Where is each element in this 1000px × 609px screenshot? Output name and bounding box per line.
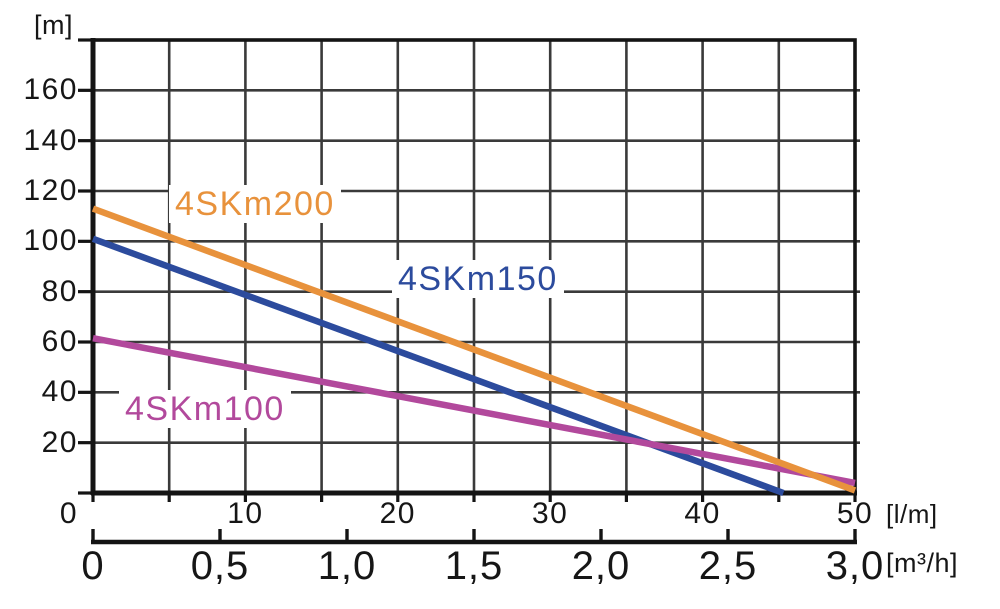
x-tick-label: 40 [684,497,721,530]
x2-tick-label: 2,5 [698,544,758,588]
x-tick-label: 10 [227,497,264,530]
x-axis-secondary-unit-label: [m³/h] [886,548,959,578]
x-tick-label: 30 [532,497,569,530]
x2-tick-label: 1,5 [444,544,504,588]
y-axis-unit-label: [m] [34,10,73,40]
x-tick-label: 20 [379,497,416,530]
y-tick-label: 80 [41,274,78,308]
y-tick-label: 140 [23,123,78,157]
y-tick-label: 20 [41,425,78,459]
x2-tick-label: 0,5 [190,544,250,588]
series-label-4skm200: 4SKm200 [169,185,341,223]
x2-tick-label: 0 [81,544,105,588]
origin-label: 0 [59,497,78,530]
series-label-4skm150: 4SKm150 [392,260,564,298]
y-tick-label: 120 [23,174,78,207]
y-tick-label: 60 [41,325,78,358]
x2-tick-label: 3,0 [825,544,885,588]
x2-tick-label: 1,0 [317,544,377,588]
y-tick-label: 40 [41,375,78,409]
y-tick-label: 100 [23,224,78,258]
curve-4skm200 [91,205,857,494]
x-tick-label: 50 [836,497,874,530]
x-axis-primary-unit-label: [l/m] [886,499,938,529]
series-label-4skm100: 4SKm100 [119,390,291,428]
curve-4skm100 [92,335,856,487]
x2-tick-label: 2,0 [571,544,631,588]
y-tick-label: 160 [23,73,78,107]
